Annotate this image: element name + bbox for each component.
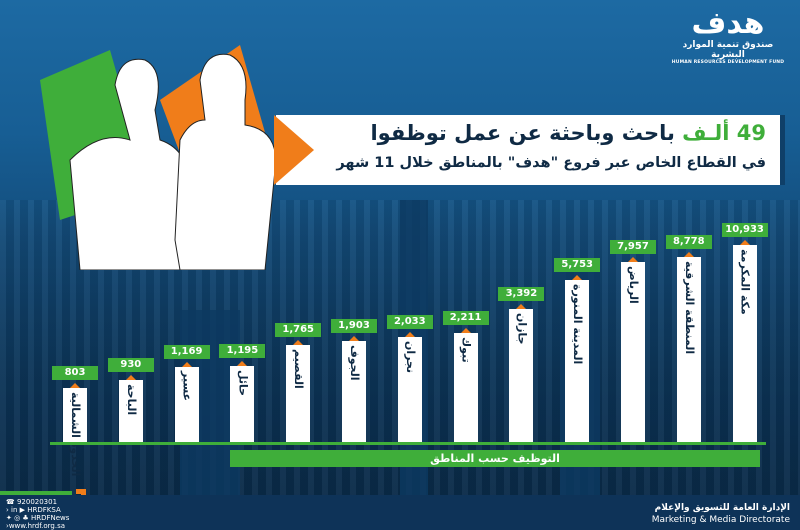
people-illustration [40,45,277,270]
bar-value-label: 1,195 [219,344,266,359]
green-accent-line [0,491,72,495]
marker-caret-icon [516,304,527,310]
headline-text: باحث وباحثة عن عمل توظفوا [370,121,675,145]
footer: ☎ 920020301 › in ▶ HRDFKSA ✦ ◎ ♣ HRDFNew… [0,495,800,530]
bar-value-label: 1,903 [331,318,377,333]
marker-caret-icon [70,383,80,388]
marker-caret-icon [404,332,415,338]
logo-arabic: صندوق تنمية الموارد البشرية [682,40,774,60]
bar: الرياض [621,257,645,442]
department: الإدارة العامة للتسويق والإعلام Marketin… [652,502,790,526]
bar: عسير [174,362,199,442]
bar-value-label: 1,765 [275,322,322,337]
bar: حائل [230,361,255,442]
logo-mark: هدف [691,6,765,41]
chart-baseline [50,442,766,445]
bar-value-label: 3,392 [498,287,545,302]
marker-caret-icon [293,339,304,345]
bar-value-label: 2,033 [386,315,433,330]
social-linkedin-youtube[interactable]: › in ▶ HRDFKSA [6,506,61,514]
logo-english: HUMAN RESOURCES DEVELOPMENT FUND [671,60,785,65]
bar-value-label: 7,957 [610,240,656,255]
bar-value-label: 10,933 [721,223,768,237]
phone: ☎ 920020301 [6,498,58,506]
subheadline: في القطاع الخاص عبر فروع "هدف" بالمناطق … [336,155,766,171]
bar: تبوك [453,327,478,442]
bar-value-label: 930 [107,357,154,372]
bar: مكة المكرمة [732,240,757,442]
bar-category-label: عسير [180,371,194,402]
bar-category-label: المنطقة الشرقية [682,261,696,355]
bar: الباحة [118,374,143,442]
orange-triangle [274,115,314,185]
marker-caret-icon [628,257,638,263]
marker-caret-icon [460,327,471,333]
bar-value-label: 803 [52,366,98,380]
marker-caret-icon [683,252,694,258]
bar-category-label: الحدود الشمالية [69,392,82,477]
bar: الحدود الشمالية [63,383,87,476]
website-link[interactable]: ›www.hrdf.org.sa [6,522,66,530]
department-english: Marketing & Media Directorate [651,515,790,525]
marker-caret-icon [572,275,583,281]
bar: المنطقة الشرقية [676,252,701,442]
orange-corner [76,489,86,499]
bar-category-label: حائل [236,370,250,397]
marker-caret-icon [125,374,136,380]
bar-category-label: المدينة المنورة [571,284,585,365]
bar-category-label: الجوف [348,344,361,381]
headline: 49 ألـف باحث وباحثة عن عمل توظفوا [370,121,766,145]
headline-highlight: 49 ألـف [682,121,766,145]
bar-value-label: 1,169 [163,345,210,360]
bar-value-label: 2,211 [442,310,489,325]
bar: المدينة المنورة [565,275,590,442]
contact-info: ☎ 920020301 › in ▶ HRDFKSA ✦ ◎ ♣ HRDFNew… [6,498,69,530]
headline-box: 49 ألـف باحث وباحثة عن عمل توظفوا في الق… [274,115,785,185]
department-arabic: الإدارة العامة للتسويق والإعلام [654,503,790,513]
hrdf-logo: هدف صندوق تنمية الموارد البشرية HUMAN RE… [668,6,788,66]
bar: جازان [509,304,534,442]
bar-category-label: نجران [403,341,417,374]
marker-caret-icon [237,361,248,367]
social-twitter-instagram-snapchat[interactable]: ✦ ◎ ♣ HRDFNews [6,514,70,522]
bar: القصيم [286,339,311,442]
marker-caret-icon [739,240,750,245]
bar-category-label: الرياض [627,266,640,305]
bar-category-label: مكة المكرمة [738,249,752,315]
marker-caret-icon [181,362,192,368]
bar-category-label: تبوك [459,336,473,363]
bar-category-label: الباحة [124,383,138,416]
bar: نجران [397,332,422,442]
bar-category-label: القصيم [292,348,306,389]
marker-caret-icon [349,335,359,341]
chart-title: التوظيف حسب المناطق [230,450,760,467]
bar-value-label: 8,778 [665,235,712,250]
bar: الجوف [342,335,366,442]
bar-category-label: جازان [515,313,529,345]
bar-value-label: 5,753 [554,258,601,273]
